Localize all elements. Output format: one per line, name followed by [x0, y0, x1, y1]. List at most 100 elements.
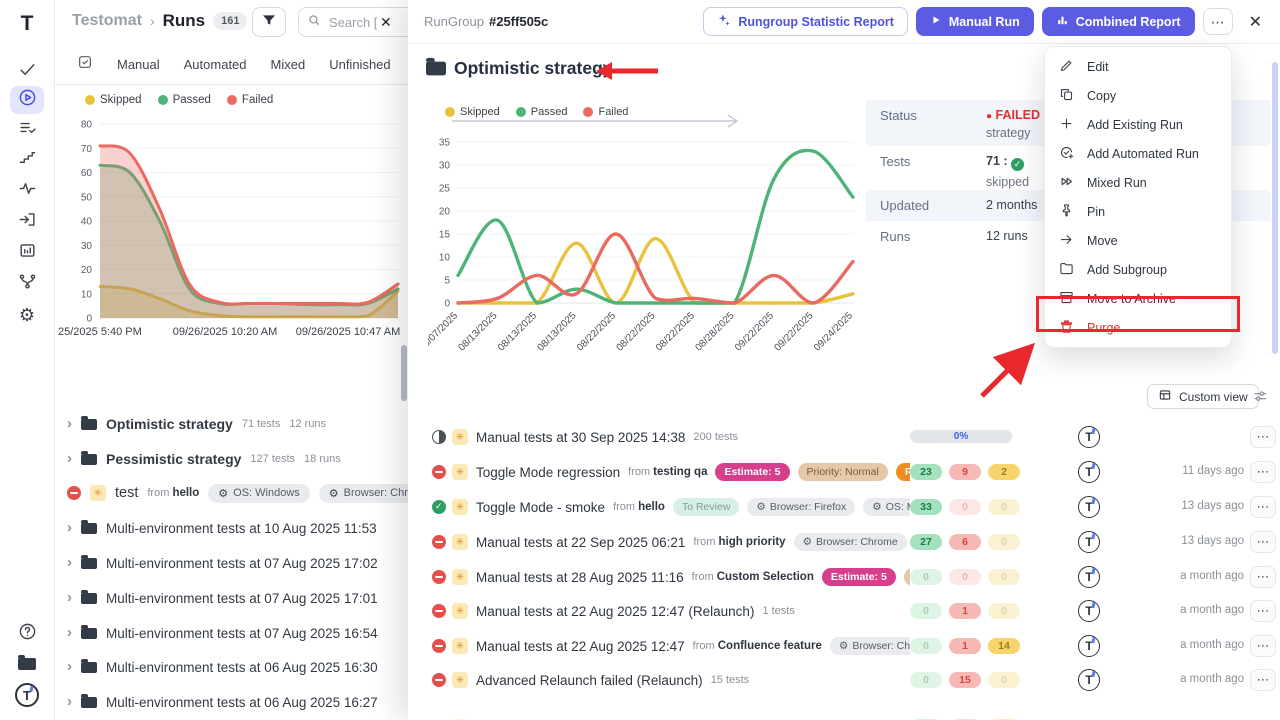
run-row[interactable]: ✳ Manual tests at 22 Aug 2025 12:47 (Rel…	[432, 594, 1276, 628]
run-row[interactable]: ✳ Manual tests at 28 Aug 2025 11:16 from…	[432, 560, 1276, 594]
os-badge: ⚙OS: Windows	[208, 484, 310, 503]
sidebar-item-milestones[interactable]	[10, 146, 44, 174]
passed-count: 33	[910, 499, 942, 515]
group-row[interactable]: ›Multi-environment tests at 10 Aug 2025 …	[67, 516, 408, 540]
sidebar-item-pulse[interactable]	[10, 177, 44, 205]
row-menu-button[interactable]: ⋯	[1250, 426, 1276, 448]
runs-count-badge: 161	[213, 12, 247, 30]
row-menu-button[interactable]: ⋯	[1250, 496, 1276, 518]
group-trend-chart: 0510152025303508/07/202508/13/202508/13/…	[428, 128, 868, 360]
chevron-right-icon[interactable]: ›	[67, 416, 72, 431]
tab-unfinished[interactable]: Unfinished	[329, 57, 390, 72]
svg-text:70: 70	[81, 144, 93, 155]
avatar: T	[1078, 669, 1100, 691]
row-menu-button[interactable]: ⋯	[1250, 461, 1276, 483]
menu-item-edit[interactable]: Edit	[1045, 52, 1231, 81]
sidebar-item-analytics[interactable]	[10, 239, 44, 267]
sidebar-item-plans[interactable]	[10, 116, 44, 144]
menu-item-copy[interactable]: Copy	[1045, 81, 1231, 110]
branch-icon	[18, 272, 37, 296]
row-menu-button[interactable]: ⋯	[1250, 635, 1276, 657]
chevron-right-icon[interactable]: ›	[67, 625, 72, 640]
skipped-dot	[85, 95, 95, 105]
custom-view-button[interactable]: Custom view	[1147, 384, 1259, 409]
skipped-count: 0	[988, 499, 1020, 515]
combined-report-button[interactable]: Combined Report	[1042, 7, 1195, 36]
row-menu-button[interactable]: ⋯	[1250, 600, 1276, 622]
sidebar-item-pull-requests[interactable]	[10, 208, 44, 236]
funnel-icon	[261, 12, 277, 33]
menu-item-add-subgroup[interactable]: Add Subgroup	[1045, 255, 1231, 284]
sidebar-item-settings[interactable]: ⚙	[10, 301, 44, 329]
brand-logo[interactable]: T	[10, 10, 44, 38]
row-menu-button[interactable]: ⋯	[1250, 669, 1276, 691]
chevron-right-icon[interactable]: ›	[67, 659, 72, 674]
svg-text:40: 40	[81, 217, 93, 228]
run-row[interactable]: ✳ Manual tests at 22 Sep 2025 06:21 from…	[432, 525, 1276, 559]
plus-icon	[1059, 116, 1074, 134]
panel-scrollbar[interactable]	[1272, 62, 1278, 354]
chevron-right-icon[interactable]: ›	[67, 520, 72, 535]
in-progress-status-icon	[432, 430, 446, 444]
filter-button[interactable]	[252, 7, 286, 37]
run-row[interactable]: ✳ Toggle Mode - smoke from hello To Revi…	[432, 490, 1276, 524]
run-row[interactable]: ✳ Manual tests at 22 Aug 2025 12:47 from…	[432, 629, 1276, 663]
search-clear-button[interactable]: ✕	[378, 13, 394, 31]
breadcrumb-app[interactable]: Testomat	[72, 12, 142, 30]
folder-icon	[426, 62, 446, 76]
chevron-right-icon[interactable]: ›	[67, 590, 72, 605]
page-scrollbar[interactable]	[401, 345, 407, 401]
rungroup-statistic-report-button[interactable]: Rungroup Statistic Report	[703, 7, 908, 36]
run-age: a month ago	[1180, 673, 1244, 685]
run-row[interactable]: ✳ Manual tests at 30 Sep 2025 14:38200 t…	[432, 420, 1276, 454]
run-row[interactable]: ✳ Advanced Relaunch failed (Relaunch)15 …	[432, 663, 1276, 697]
columns-settings-icon[interactable]	[1252, 388, 1269, 410]
search-input[interactable]	[327, 14, 407, 31]
references-badge: References:	[896, 463, 910, 481]
row-menu-button[interactable]: ⋯	[1250, 531, 1276, 553]
sidebar-item-projects[interactable]	[10, 650, 44, 678]
account-avatar[interactable]: T	[10, 681, 44, 709]
tab-automated[interactable]: Automated	[184, 57, 247, 72]
passed-check-icon: ✓	[1011, 158, 1024, 171]
run-check-icon[interactable]	[77, 54, 93, 75]
menu-item-purge[interactable]: Purge	[1045, 313, 1231, 342]
run-age: 13 days ago	[1181, 535, 1244, 547]
menu-item-move[interactable]: Move	[1045, 226, 1231, 255]
group-row[interactable]: ›Multi-environment tests at 06 Aug 2025 …	[67, 690, 408, 714]
failed-count: 0	[949, 569, 981, 585]
menu-item-add-automated-run[interactable]: Add Automated Run	[1045, 139, 1231, 168]
chevron-right-icon[interactable]: ›	[67, 555, 72, 570]
panel-header: RunGroup#25ff505c Rungroup Statistic Rep…	[408, 0, 1280, 44]
panel-more-button[interactable]: ⋯	[1203, 8, 1233, 35]
group-row[interactable]: › Optimistic strategy 71 tests12 runs	[67, 412, 408, 436]
sidebar-item-branches[interactable]	[10, 270, 44, 298]
group-row[interactable]: ›Multi-environment tests at 07 Aug 2025 …	[67, 621, 408, 645]
svg-text:30: 30	[439, 161, 451, 172]
sidebar-item-help[interactable]	[10, 620, 44, 648]
run-row[interactable]: ✳ Manual tests at 12 Aug 2025	[432, 710, 1276, 720]
row-menu-button[interactable]: ⋯	[1250, 566, 1276, 588]
menu-item-pin[interactable]: Pin	[1045, 197, 1231, 226]
folder-icon	[81, 454, 97, 465]
sidebar-item-runs[interactable]	[10, 86, 44, 114]
run-row[interactable]: ✳ Toggle Mode regression from testing qa…	[432, 455, 1276, 489]
sidebar-item-tests[interactable]	[10, 58, 44, 86]
folder-icon	[81, 558, 97, 569]
background-page: Testomat › Runs 161 ✕ Manual Automated M…	[55, 0, 408, 720]
manual-run-button[interactable]: Manual Run	[916, 7, 1034, 36]
tab-manual[interactable]: Manual	[117, 57, 160, 72]
chevron-right-icon[interactable]: ›	[67, 694, 72, 709]
group-row[interactable]: › Pessimistic strategy 127 tests18 runs	[67, 447, 408, 471]
group-row[interactable]: ›Multi-environment tests at 07 Aug 2025 …	[67, 586, 408, 610]
chevron-right-icon[interactable]: ›	[67, 451, 72, 466]
menu-item-add-existing-run[interactable]: Add Existing Run	[1045, 110, 1231, 139]
run-row[interactable]: ✳ test from hello ⚙OS: Windows ⚙Browser:…	[67, 481, 408, 505]
group-row[interactable]: ›Multi-environment tests at 06 Aug 2025 …	[67, 655, 408, 679]
tab-mixed[interactable]: Mixed	[271, 57, 306, 72]
menu-item-mixed-run[interactable]: Mixed Run	[1045, 168, 1231, 197]
group-row[interactable]: ›Multi-environment tests at 07 Aug 2025 …	[67, 551, 408, 575]
menu-item-move-to-archive[interactable]: Move to Archive	[1045, 284, 1231, 313]
panel-close-button[interactable]: ✕	[1241, 8, 1270, 36]
svg-text:25/2025 5:40 PM: 25/2025 5:40 PM	[58, 326, 142, 338]
